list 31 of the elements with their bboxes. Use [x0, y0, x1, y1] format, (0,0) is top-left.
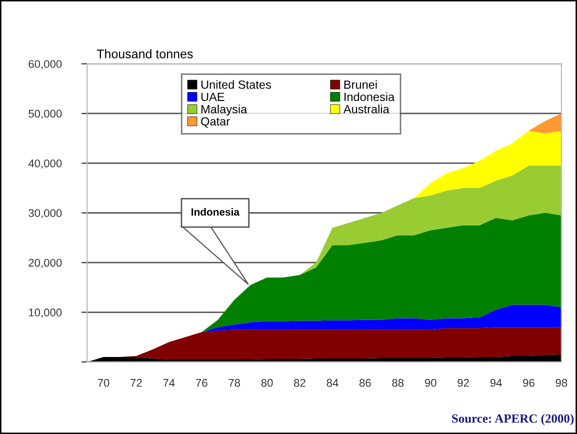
x-tick-label: 80 [261, 378, 273, 387]
y-tick-label: 40,000 [28, 159, 62, 169]
legend-label: UAE [201, 92, 224, 102]
x-tick-label: 72 [130, 378, 142, 387]
legend-label: Malaysia [201, 104, 248, 116]
x-tick-label: 96 [523, 378, 534, 387]
y-axis-title: Thousand tonnes [96, 49, 193, 58]
x-tick-label: 84 [326, 378, 338, 387]
y-tick-label: 20,000 [28, 258, 62, 268]
legend-label: Indonesia [344, 92, 395, 102]
x-tick-label: 74 [163, 379, 175, 387]
legend-label: Qatar [201, 117, 230, 128]
x-tick-label: 98 [556, 378, 568, 387]
x-tick-label: 90 [424, 378, 436, 387]
y-tick-label: 30,000 [28, 209, 62, 218]
y-tick-label: 60,000 [28, 60, 62, 70]
x-tick-label: 92 [458, 378, 469, 387]
x-tick-label: 78 [228, 378, 240, 387]
legend-label: Brunei [344, 80, 377, 89]
y-tick-label: 50,000 [28, 110, 62, 119]
x-tick-label: 76 [196, 378, 208, 387]
x-tick-label: 94 [490, 378, 502, 387]
annotation: Indonesia [192, 208, 240, 216]
x-tick-label: 88 [392, 378, 404, 387]
y-tick-label: 10,000 [28, 308, 62, 318]
legend-label: Australia [343, 104, 390, 114]
x-tick-label: 86 [359, 378, 371, 387]
x-tick-label: 70 [98, 378, 110, 387]
x-tick-label: 82 [294, 378, 306, 387]
legend-label: United States [201, 80, 271, 89]
source-note: Source: APERC (2000) [452, 414, 574, 426]
